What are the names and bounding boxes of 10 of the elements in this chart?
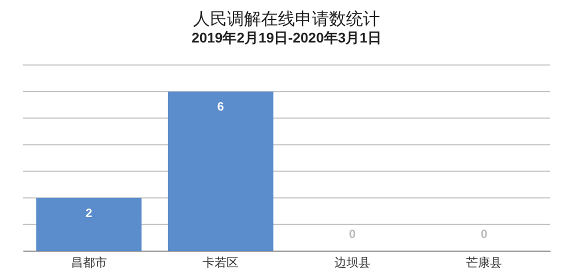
data-label: 0 xyxy=(480,227,488,241)
x-tick-label: 边坝县 xyxy=(334,256,370,270)
data-label: 2 xyxy=(86,206,93,220)
x-tick-label: 昌都市 xyxy=(70,256,107,270)
x-tick-label: 芒康县 xyxy=(466,256,502,270)
data-label: 0 xyxy=(349,227,356,241)
data-label: 6 xyxy=(217,100,224,114)
x-tick-label: 卡若区 xyxy=(202,256,239,270)
chart-subtitle: 2019年2月19日-2020年3月1日 xyxy=(192,30,382,46)
chart-title: 人民调解在线申请数统计 xyxy=(193,10,380,28)
